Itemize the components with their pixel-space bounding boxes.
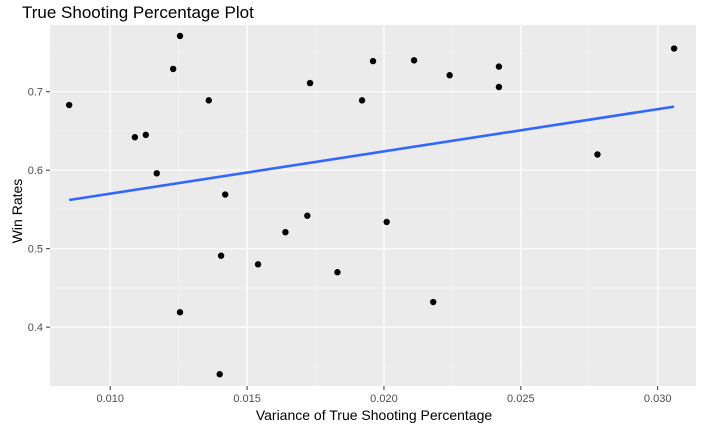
data-point	[205, 97, 212, 104]
x-tick-label: 0.015	[233, 393, 261, 405]
data-point	[254, 261, 262, 268]
data-point	[169, 65, 177, 73]
data-point	[495, 63, 503, 70]
data-point	[358, 97, 366, 104]
data-point	[446, 72, 453, 79]
chart-title: True Shooting Percentage Plot	[22, 3, 254, 22]
y-tick-label: 0.5	[28, 244, 43, 256]
data-point	[383, 218, 390, 226]
data-point	[176, 32, 184, 40]
y-tick-label: 0.7	[28, 87, 43, 99]
data-point	[304, 212, 311, 219]
data-point	[306, 79, 314, 87]
minor-gridlines	[50, 25, 696, 386]
x-tick-label: 0.010	[96, 393, 124, 405]
data-point	[65, 101, 73, 109]
x-tick-label: 0.025	[507, 393, 535, 405]
y-tick-label: 0.6	[28, 165, 43, 177]
data-point	[594, 151, 601, 158]
x-tick-label: 0.020	[370, 393, 398, 405]
data-point	[430, 298, 437, 306]
data-point	[369, 57, 377, 65]
data-point	[153, 170, 160, 177]
data-point	[131, 134, 139, 141]
y-axis-label: Win Rates	[9, 179, 25, 244]
data-point	[221, 191, 229, 198]
data-point	[282, 228, 289, 236]
data-point	[670, 45, 678, 52]
x-tick-label: 0.030	[644, 393, 672, 405]
trend-line	[68, 105, 675, 202]
y-axis: 0.4 0.5 0.6 0.7	[28, 87, 50, 334]
data-point	[217, 252, 225, 259]
data-point	[176, 309, 184, 316]
data-point	[334, 269, 341, 276]
x-axis-label: Variance of True Shooting Percentage	[256, 407, 493, 423]
data-point	[142, 131, 150, 139]
major-gridlines	[50, 25, 696, 386]
data-point	[495, 83, 503, 91]
trend-line-group	[68, 105, 675, 202]
data-point	[216, 371, 223, 378]
data-point	[410, 57, 418, 64]
plot-panel	[50, 25, 696, 386]
y-tick-label: 0.4	[28, 322, 43, 334]
data-points	[65, 32, 678, 378]
x-axis: 0.010 0.015 0.020 0.025 0.030	[96, 386, 671, 405]
